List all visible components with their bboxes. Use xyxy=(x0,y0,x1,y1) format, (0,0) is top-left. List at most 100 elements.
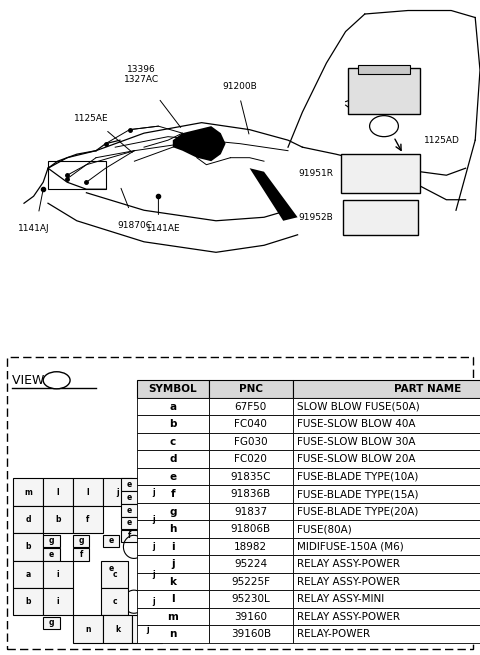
Bar xyxy=(101,561,128,588)
Text: a: a xyxy=(26,570,31,579)
Text: RELAY ASSY-POWER: RELAY ASSY-POWER xyxy=(297,612,400,622)
Bar xyxy=(209,415,293,433)
Text: f: f xyxy=(170,489,175,499)
Bar xyxy=(209,503,293,520)
Text: FUSE(80A): FUSE(80A) xyxy=(297,524,351,534)
Text: 91837: 91837 xyxy=(234,506,267,517)
Text: f: f xyxy=(86,515,90,524)
Bar xyxy=(137,450,209,468)
Bar xyxy=(293,626,480,643)
Text: SYMBOL: SYMBOL xyxy=(148,384,197,394)
Text: RELAY-POWER: RELAY-POWER xyxy=(297,629,370,639)
Text: MIDIFUSE-150A (M6): MIDIFUSE-150A (M6) xyxy=(297,542,403,552)
Text: n: n xyxy=(169,629,177,639)
Bar xyxy=(137,381,209,398)
Bar xyxy=(73,534,89,547)
Text: 91806B: 91806B xyxy=(231,524,271,534)
Bar xyxy=(121,530,138,542)
Text: 91836B: 91836B xyxy=(231,489,271,499)
Bar xyxy=(137,503,209,520)
FancyBboxPatch shape xyxy=(348,68,420,114)
Bar xyxy=(293,468,480,485)
Bar xyxy=(13,533,43,561)
Text: c: c xyxy=(112,597,117,606)
Text: l: l xyxy=(86,487,89,496)
Text: 18982: 18982 xyxy=(234,542,267,552)
Text: g: g xyxy=(78,536,84,545)
Text: PNC: PNC xyxy=(239,384,263,394)
Text: 91870C: 91870C xyxy=(117,221,152,230)
Text: e: e xyxy=(108,536,114,545)
Bar xyxy=(121,478,138,491)
Text: k: k xyxy=(169,576,176,587)
Text: 91952B: 91952B xyxy=(299,213,334,222)
Bar xyxy=(73,548,89,561)
Text: f: f xyxy=(80,550,83,559)
Text: j: j xyxy=(116,487,119,496)
Polygon shape xyxy=(250,168,298,221)
Bar xyxy=(103,534,119,547)
Text: g: g xyxy=(48,536,54,545)
Bar xyxy=(137,538,209,555)
Text: e: e xyxy=(127,480,132,489)
Text: 39160: 39160 xyxy=(234,612,267,622)
Text: 1141AE: 1141AE xyxy=(146,224,180,233)
Bar xyxy=(293,503,480,520)
Text: j: j xyxy=(153,487,155,496)
Text: VIEW: VIEW xyxy=(12,375,48,387)
Text: j: j xyxy=(153,542,155,552)
Bar xyxy=(137,626,209,643)
Text: k: k xyxy=(115,625,120,633)
Bar xyxy=(137,398,209,415)
Text: m: m xyxy=(168,612,178,622)
Bar xyxy=(103,562,119,574)
Bar xyxy=(13,588,43,616)
Bar xyxy=(341,154,420,193)
Text: e: e xyxy=(127,518,132,527)
Text: i: i xyxy=(57,570,60,579)
Text: RELAY ASSY-POWER: RELAY ASSY-POWER xyxy=(297,576,400,587)
Text: a: a xyxy=(169,402,176,411)
Bar xyxy=(209,590,293,608)
Text: FC040: FC040 xyxy=(234,419,267,429)
Text: g: g xyxy=(48,618,54,627)
Text: i: i xyxy=(171,542,175,552)
Bar xyxy=(293,573,480,590)
Bar xyxy=(209,538,293,555)
Bar xyxy=(48,161,106,189)
Bar xyxy=(73,616,103,643)
Text: b: b xyxy=(25,597,31,606)
Text: j: j xyxy=(153,570,155,579)
Bar xyxy=(13,478,43,506)
Text: l: l xyxy=(57,487,60,496)
Text: b: b xyxy=(25,542,31,552)
Bar xyxy=(139,506,169,533)
Bar xyxy=(293,450,480,468)
Text: 95224: 95224 xyxy=(234,559,267,569)
Bar xyxy=(293,538,480,555)
Bar xyxy=(139,561,169,588)
Text: A: A xyxy=(53,375,60,385)
Text: 91835C: 91835C xyxy=(230,472,271,481)
Bar xyxy=(358,65,410,73)
Text: e: e xyxy=(127,493,132,502)
Text: e: e xyxy=(169,472,176,481)
Bar xyxy=(121,517,138,529)
Bar xyxy=(43,478,73,506)
Bar xyxy=(43,588,73,616)
Text: h: h xyxy=(169,524,177,534)
Bar xyxy=(121,504,138,517)
Text: FUSE-SLOW BLOW 40A: FUSE-SLOW BLOW 40A xyxy=(297,419,415,429)
Bar xyxy=(293,398,480,415)
Bar xyxy=(293,590,480,608)
Bar xyxy=(137,590,209,608)
Text: 95225F: 95225F xyxy=(231,576,270,587)
Bar xyxy=(137,433,209,450)
Text: FUSE-BLADE TYPE(15A): FUSE-BLADE TYPE(15A) xyxy=(297,489,418,499)
Bar xyxy=(137,520,209,538)
Text: 39160B: 39160B xyxy=(231,629,271,639)
Bar xyxy=(209,485,293,503)
Text: i: i xyxy=(57,597,60,606)
Text: b: b xyxy=(169,419,177,429)
Bar xyxy=(209,626,293,643)
